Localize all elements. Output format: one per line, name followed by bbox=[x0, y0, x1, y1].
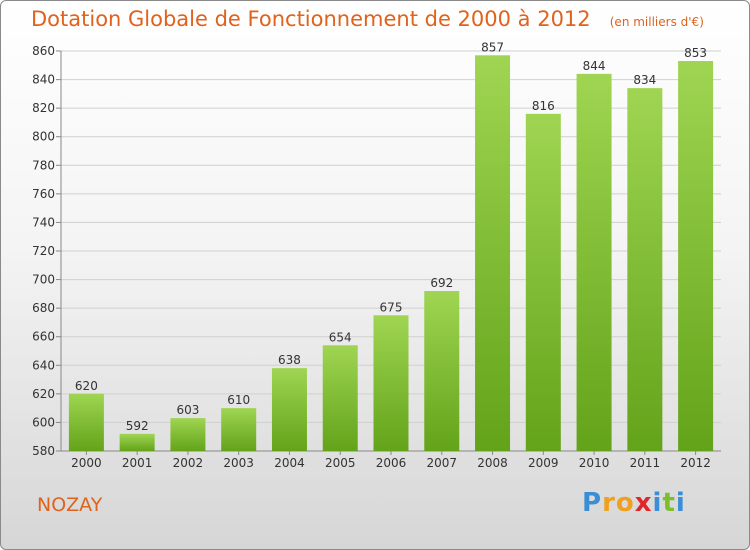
y-tick-label: 580 bbox=[32, 444, 55, 458]
x-tick-label: 2009 bbox=[528, 456, 559, 470]
data-label: 654 bbox=[329, 330, 352, 344]
bar bbox=[322, 345, 358, 451]
y-tick-label: 620 bbox=[32, 387, 55, 401]
data-label: 592 bbox=[126, 419, 149, 433]
y-tick-label: 780 bbox=[32, 158, 55, 172]
y-tick-label: 760 bbox=[32, 187, 55, 201]
title-row: Dotation Globale de Fonctionnement de 20… bbox=[31, 7, 704, 31]
data-label: 844 bbox=[583, 59, 606, 73]
x-tick-label: 2012 bbox=[680, 456, 711, 470]
x-tick-label: 2000 bbox=[71, 456, 102, 470]
chart-title: Dotation Globale de Fonctionnement de 20… bbox=[31, 7, 591, 31]
data-label: 603 bbox=[176, 403, 199, 417]
x-tick-label: 2002 bbox=[173, 456, 204, 470]
y-tick-label: 680 bbox=[32, 301, 55, 315]
bar bbox=[68, 393, 104, 451]
logo-letter: t bbox=[662, 488, 676, 518]
bar bbox=[627, 88, 663, 452]
logo-letter: i bbox=[652, 488, 663, 518]
data-label: 675 bbox=[380, 300, 403, 314]
data-label: 610 bbox=[227, 393, 250, 407]
data-label: 692 bbox=[430, 276, 453, 290]
logo-letter: o bbox=[615, 488, 635, 518]
location-label: NOZAY bbox=[37, 494, 103, 516]
bar bbox=[475, 55, 511, 452]
bar bbox=[271, 368, 307, 451]
logo-letter: x bbox=[634, 488, 653, 518]
logo-letter: i bbox=[675, 488, 686, 518]
bar bbox=[678, 61, 714, 451]
bar bbox=[576, 73, 612, 451]
bar bbox=[424, 291, 460, 451]
labels: 580 600 620 640 660 680 700 720 740 760 780 800 820 8… bbox=[32, 40, 711, 470]
logo-letter: r bbox=[602, 488, 616, 518]
x-tick-label: 2001 bbox=[122, 456, 153, 470]
bar bbox=[221, 408, 257, 451]
x-tick-label: 2010 bbox=[579, 456, 610, 470]
y-tick-label: 840 bbox=[32, 73, 55, 87]
x-tick-label: 2003 bbox=[223, 456, 254, 470]
data-label: 857 bbox=[481, 40, 504, 54]
x-tick-label: 2011 bbox=[630, 456, 661, 470]
bar bbox=[373, 315, 409, 451]
x-tick-label: 2008 bbox=[477, 456, 508, 470]
bar bbox=[119, 433, 155, 451]
y-tick-label: 700 bbox=[32, 273, 55, 287]
data-label: 620 bbox=[75, 379, 98, 393]
bars bbox=[68, 55, 714, 452]
data-label: 816 bbox=[532, 99, 555, 113]
x-tick-label: 2006 bbox=[376, 456, 407, 470]
data-label: 853 bbox=[684, 46, 707, 60]
proxiti-logo[interactable]: Proxiti bbox=[582, 488, 686, 518]
data-label: 834 bbox=[633, 73, 656, 87]
chart-unit-note: (en milliers d'€) bbox=[609, 15, 704, 29]
y-tick-label: 860 bbox=[32, 44, 55, 58]
y-tick-label: 820 bbox=[32, 101, 55, 115]
x-tick-label: 2007 bbox=[426, 456, 457, 470]
y-tick-label: 600 bbox=[32, 415, 55, 429]
y-tick-label: 800 bbox=[32, 130, 55, 144]
y-tick-label: 640 bbox=[32, 358, 55, 372]
bar bbox=[170, 418, 206, 451]
y-tick-label: 740 bbox=[32, 215, 55, 229]
y-tick-label: 660 bbox=[32, 330, 55, 344]
x-tick-label: 2004 bbox=[274, 456, 305, 470]
bar bbox=[525, 113, 561, 451]
x-tick-label: 2005 bbox=[325, 456, 356, 470]
logo-letter: P bbox=[582, 488, 603, 518]
y-tick-label: 720 bbox=[32, 244, 55, 258]
data-label: 638 bbox=[278, 353, 301, 367]
